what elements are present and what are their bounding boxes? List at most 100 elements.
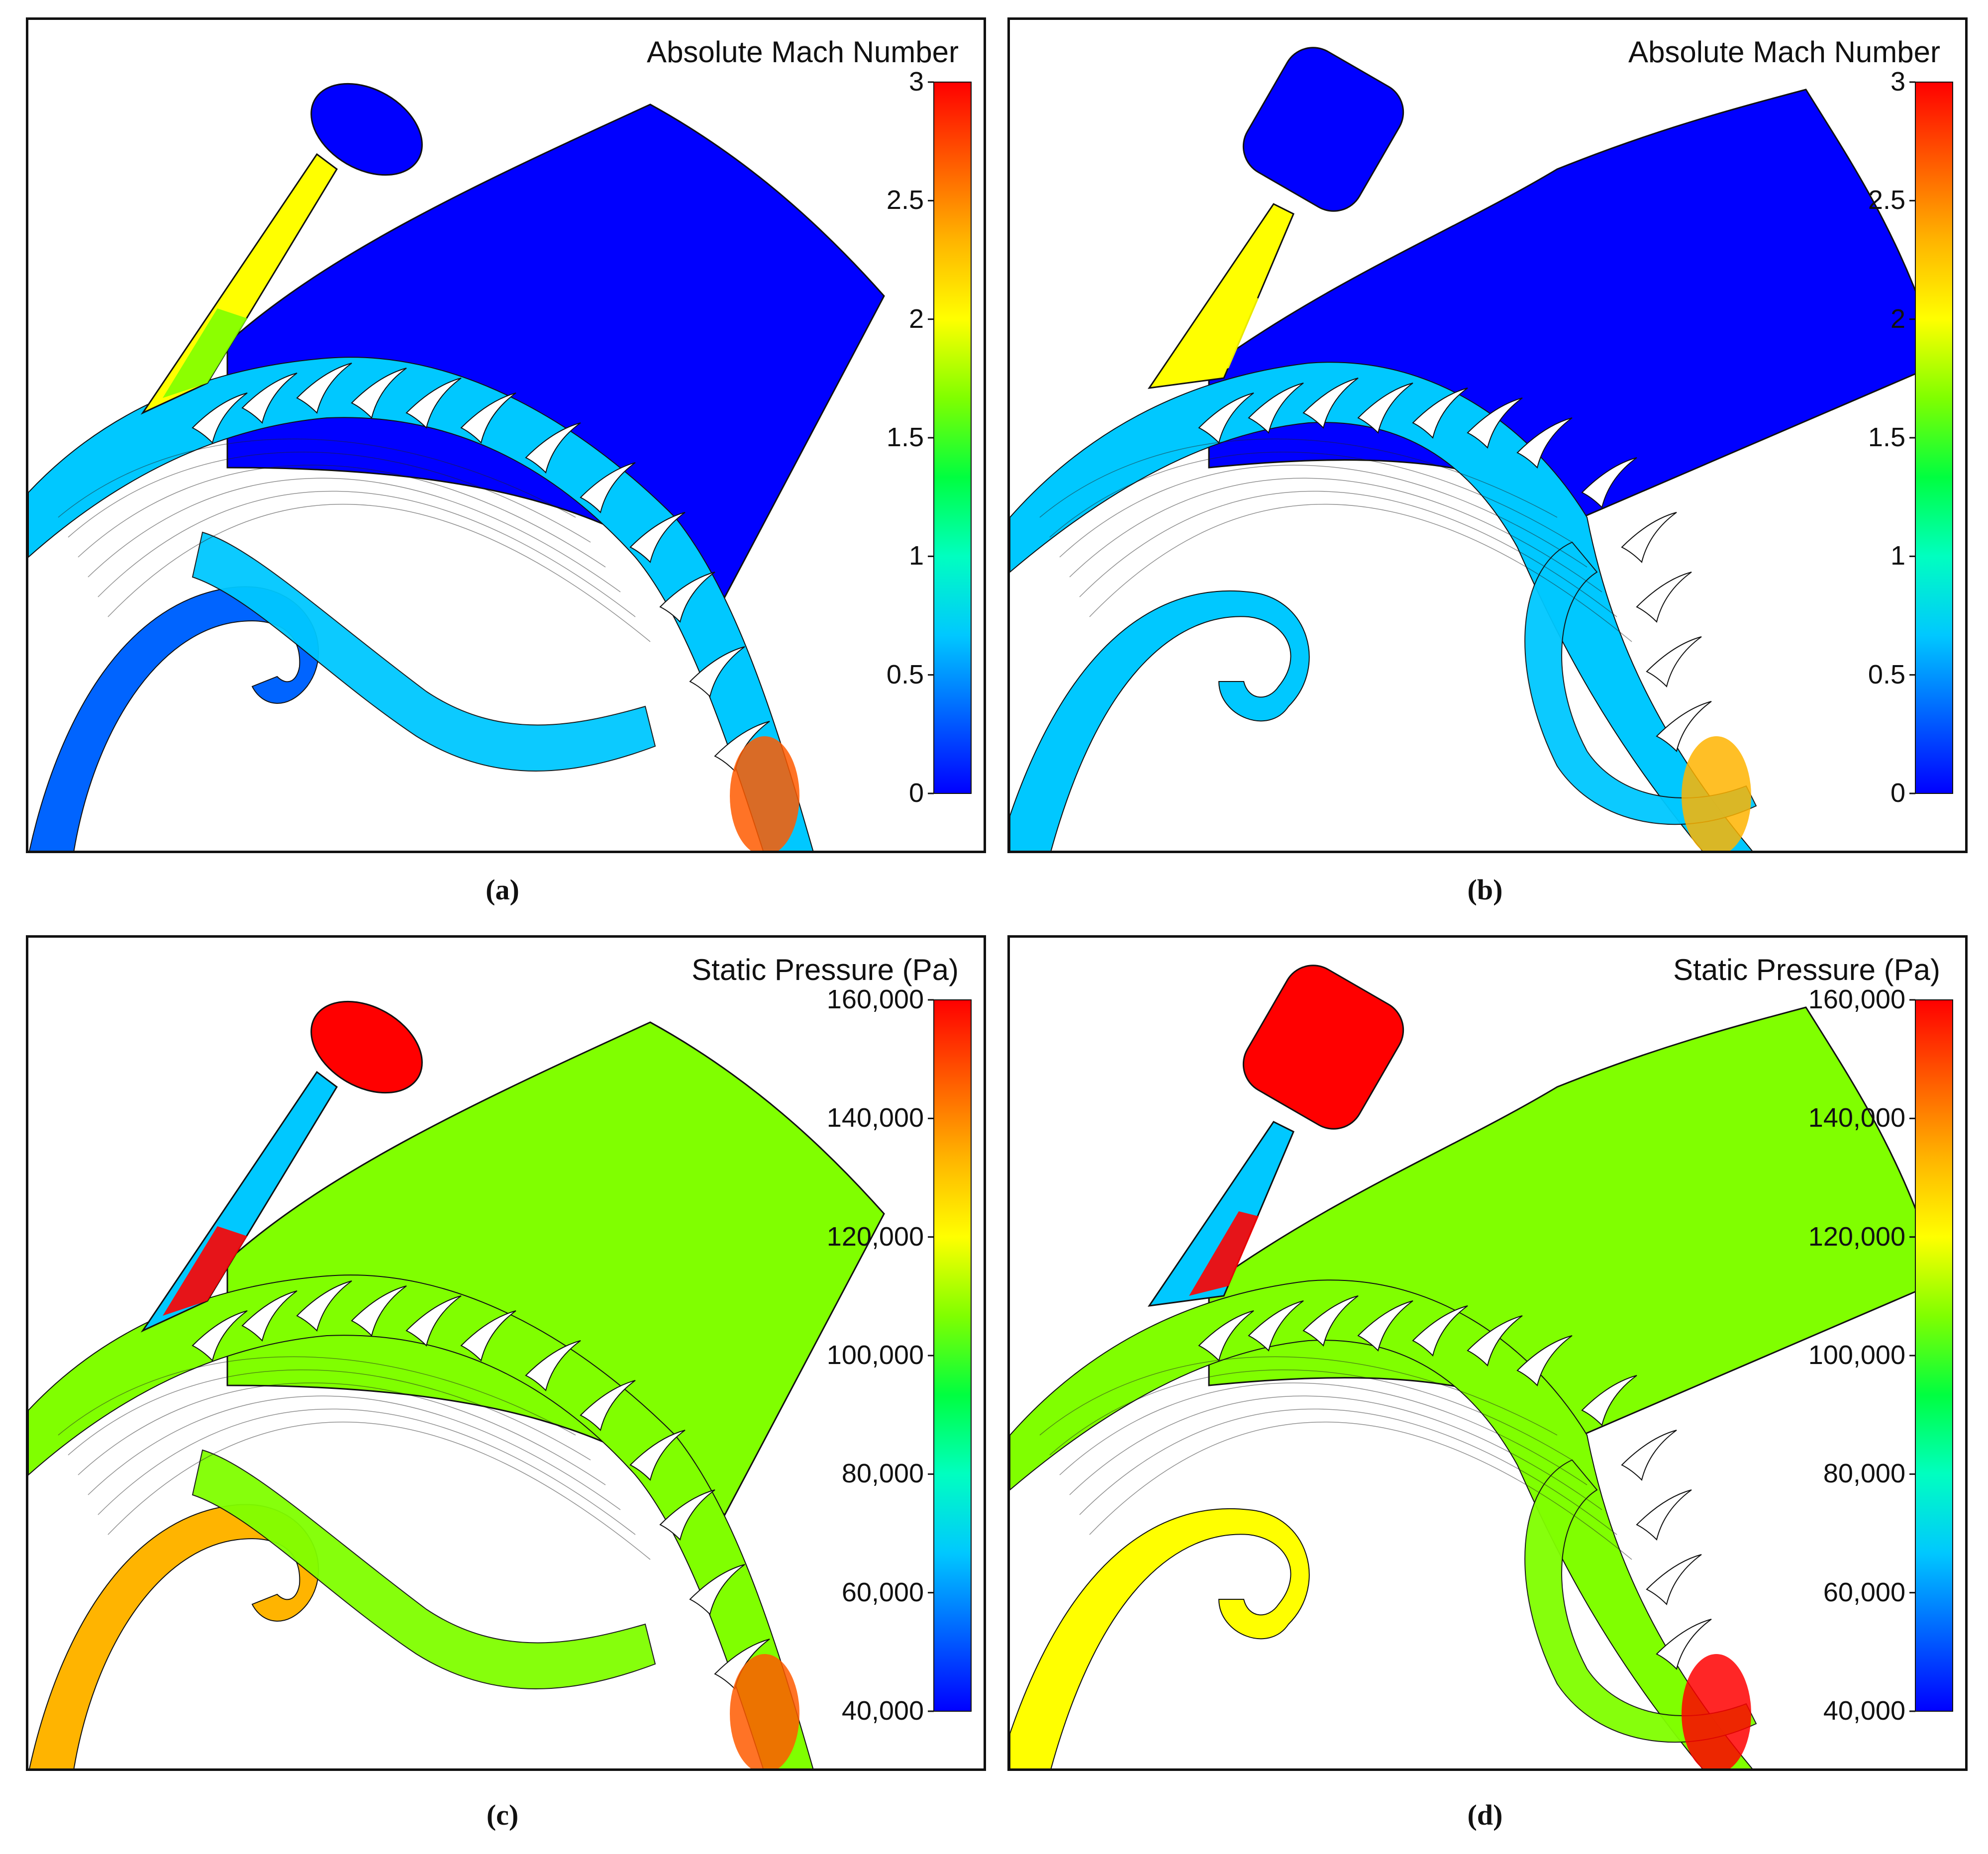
chart-0-colorbar: [933, 82, 972, 794]
chart-0-contour-line-6: [107, 503, 651, 642]
chart-1-blade-9: [1621, 512, 1677, 563]
chart-2-contour-line-1: [58, 1356, 576, 1436]
chart-1-exit-hot-spot: [1682, 736, 1751, 851]
chart-1-contour-line-4: [1069, 478, 1602, 592]
chart-3-colorbar-title: Static Pressure (Pa): [1673, 953, 1940, 986]
chart-2-blade-6: [460, 1310, 516, 1362]
chart-1-s-curve-channel: [1524, 541, 1757, 825]
chart-2-nozzle-arm: [140, 1071, 338, 1333]
chart-2-blade-12: [714, 1639, 770, 1690]
chart-0-blade-9: [629, 512, 686, 563]
chart-3-blade-4: [1357, 1300, 1413, 1352]
chart-3-colorbar-tick-label-3: 100,000: [1808, 1340, 1905, 1370]
chart-1-contour-line-5: [1079, 490, 1617, 617]
chart-2-colorbar-title: Static Pressure (Pa): [692, 953, 959, 986]
chart-0-nozzle-throat: [163, 308, 247, 398]
chart-2-contour-plot: [28, 999, 972, 1768]
chart-3-contour-line-4: [1069, 1395, 1602, 1510]
chart-3-caption: (d): [1467, 1799, 1503, 1831]
chart-3-lower-channel: [1010, 1508, 1310, 1768]
chart-1-lower-channel: [1010, 590, 1310, 851]
chart-1-contour-line-3: [1059, 465, 1588, 568]
chart-2-contour-line-6: [107, 1421, 651, 1560]
chart-1-colorbar-tick-label-5: 0.5: [1868, 659, 1905, 689]
chart-3-blade-5: [1412, 1305, 1468, 1357]
chart-3-blade-2: [1248, 1300, 1304, 1352]
chart-2-contour-line-3: [78, 1382, 606, 1485]
chart-0-colorbar-tick-label-2: 2: [908, 303, 924, 334]
chart-1-caption: (b): [1467, 874, 1503, 906]
chart-1-reservoir-head: [1242, 47, 1404, 212]
chart-2-exit-hot-spot: [730, 1654, 799, 1768]
chart-0-blade-6: [460, 392, 516, 444]
chart-0-colorbar-tick-label-1: 2.5: [886, 185, 924, 215]
chart-0-blade-11: [689, 646, 745, 697]
chart-1-blade-8: [1581, 457, 1637, 508]
chart-0-blade-12: [714, 721, 770, 772]
chart-3-blade-9: [1621, 1430, 1677, 1481]
chart-3-blade-11: [1646, 1554, 1702, 1605]
chart-3-colorbar-tick-label-1: 140,000: [1808, 1103, 1905, 1133]
chart-3-blade-12: [1656, 1619, 1712, 1670]
chart-2-colorbar-tick-label-3: 100,000: [826, 1340, 924, 1370]
chart-1-colorbar: [1915, 82, 1953, 794]
chart-3-blade-1: [1198, 1310, 1254, 1362]
chart-2-blade-7: [525, 1340, 581, 1391]
chart-1-nozzle-arm: [1147, 203, 1294, 389]
chart-3-colorbar: [1915, 999, 1953, 1712]
chart-3-exit-hot-spot: [1682, 1654, 1751, 1768]
chart-2-caption: (c): [486, 1799, 519, 1831]
chart-0-blade-4: [351, 368, 407, 419]
chart-3-blade-6: [1467, 1315, 1523, 1366]
chart-2-reservoir-head: [310, 1000, 423, 1094]
chart-0-colorbar-tick-label-3: 1.5: [886, 422, 924, 452]
chart-2-s-curve-channel: [192, 1449, 656, 1689]
chart-0-outer-sector: [226, 103, 885, 598]
chart-2-blade-11: [689, 1564, 745, 1615]
chart-1-colorbar-tick-label-1: 2.5: [1868, 185, 1905, 215]
chart-0-contour-line-5: [98, 490, 636, 617]
chart-1-blade-10: [1636, 572, 1692, 623]
chart-2-nozzle-throat: [163, 1226, 247, 1316]
chart-2-blade-3: [296, 1280, 352, 1332]
chart-1-blade-11: [1646, 636, 1702, 687]
chart-0-blade-7: [525, 422, 581, 474]
chart-2-blade-2: [241, 1290, 298, 1342]
chart-0-contour-plot: [28, 81, 972, 851]
chart-3-blade-10: [1636, 1489, 1692, 1541]
chart-2-contour-line-2: [68, 1369, 591, 1461]
chart-3-nozzle-throat: [1189, 1211, 1259, 1296]
chart-0-contour-line-3: [78, 465, 606, 568]
chart-1-blade-5: [1412, 388, 1468, 439]
chart-1-colorbar-tick-label-0: 3: [1890, 67, 1905, 97]
chart-1-contour-plot: [1010, 47, 1953, 851]
chart-3-s-curve-channel: [1524, 1459, 1757, 1743]
chart-3-contour-plot: [1010, 965, 1953, 1768]
chart-2-colorbar: [933, 999, 972, 1712]
chart-3-contour-line-5: [1079, 1408, 1617, 1535]
chart-1-blade-6: [1467, 397, 1523, 449]
chart-1-blade-3: [1302, 378, 1359, 429]
chart-3-panel: 160,000 140,000 120,000 100,000 80,000 60,000…: [1007, 935, 1968, 1771]
chart-2-contour-line-5: [98, 1408, 636, 1535]
chart-0-blade-10: [659, 572, 715, 623]
chart-3-contour-line-2: [1049, 1369, 1573, 1461]
chart-2-colorbar-tick-label-2: 120,000: [826, 1221, 924, 1252]
chart-1-blade-2: [1248, 383, 1304, 434]
chart-2-blade-10: [659, 1489, 715, 1541]
chart-3-colorbar-tick-label-2: 120,000: [1808, 1221, 1905, 1252]
chart-2-colorbar-tick-label-6: 40,000: [841, 1696, 924, 1726]
chart-1-nozzle-throat: [1189, 293, 1259, 378]
chart-3-blade-7: [1516, 1335, 1573, 1386]
chart-3-colorbar-tick-label-0: 160,000: [1808, 984, 1905, 1014]
chart-0-blade-5: [405, 378, 462, 429]
chart-2-contour-line-4: [88, 1395, 621, 1510]
chart-1-colorbar-tick-label-3: 1.5: [1868, 422, 1905, 452]
chart-3-blade-8: [1581, 1375, 1637, 1426]
chart-1-blade-12: [1656, 701, 1712, 752]
chart-3-contour-line-3: [1059, 1382, 1588, 1485]
chart-2-panel: 160,000 140,000 120,000 100,000 80,000 60,000…: [26, 935, 986, 1771]
chart-3-colorbar-tick-label-6: 40,000: [1823, 1696, 1905, 1726]
chart-3-blade-3: [1302, 1295, 1359, 1347]
chart-1-colorbar-title: Absolute Mach Number: [1628, 35, 1940, 69]
